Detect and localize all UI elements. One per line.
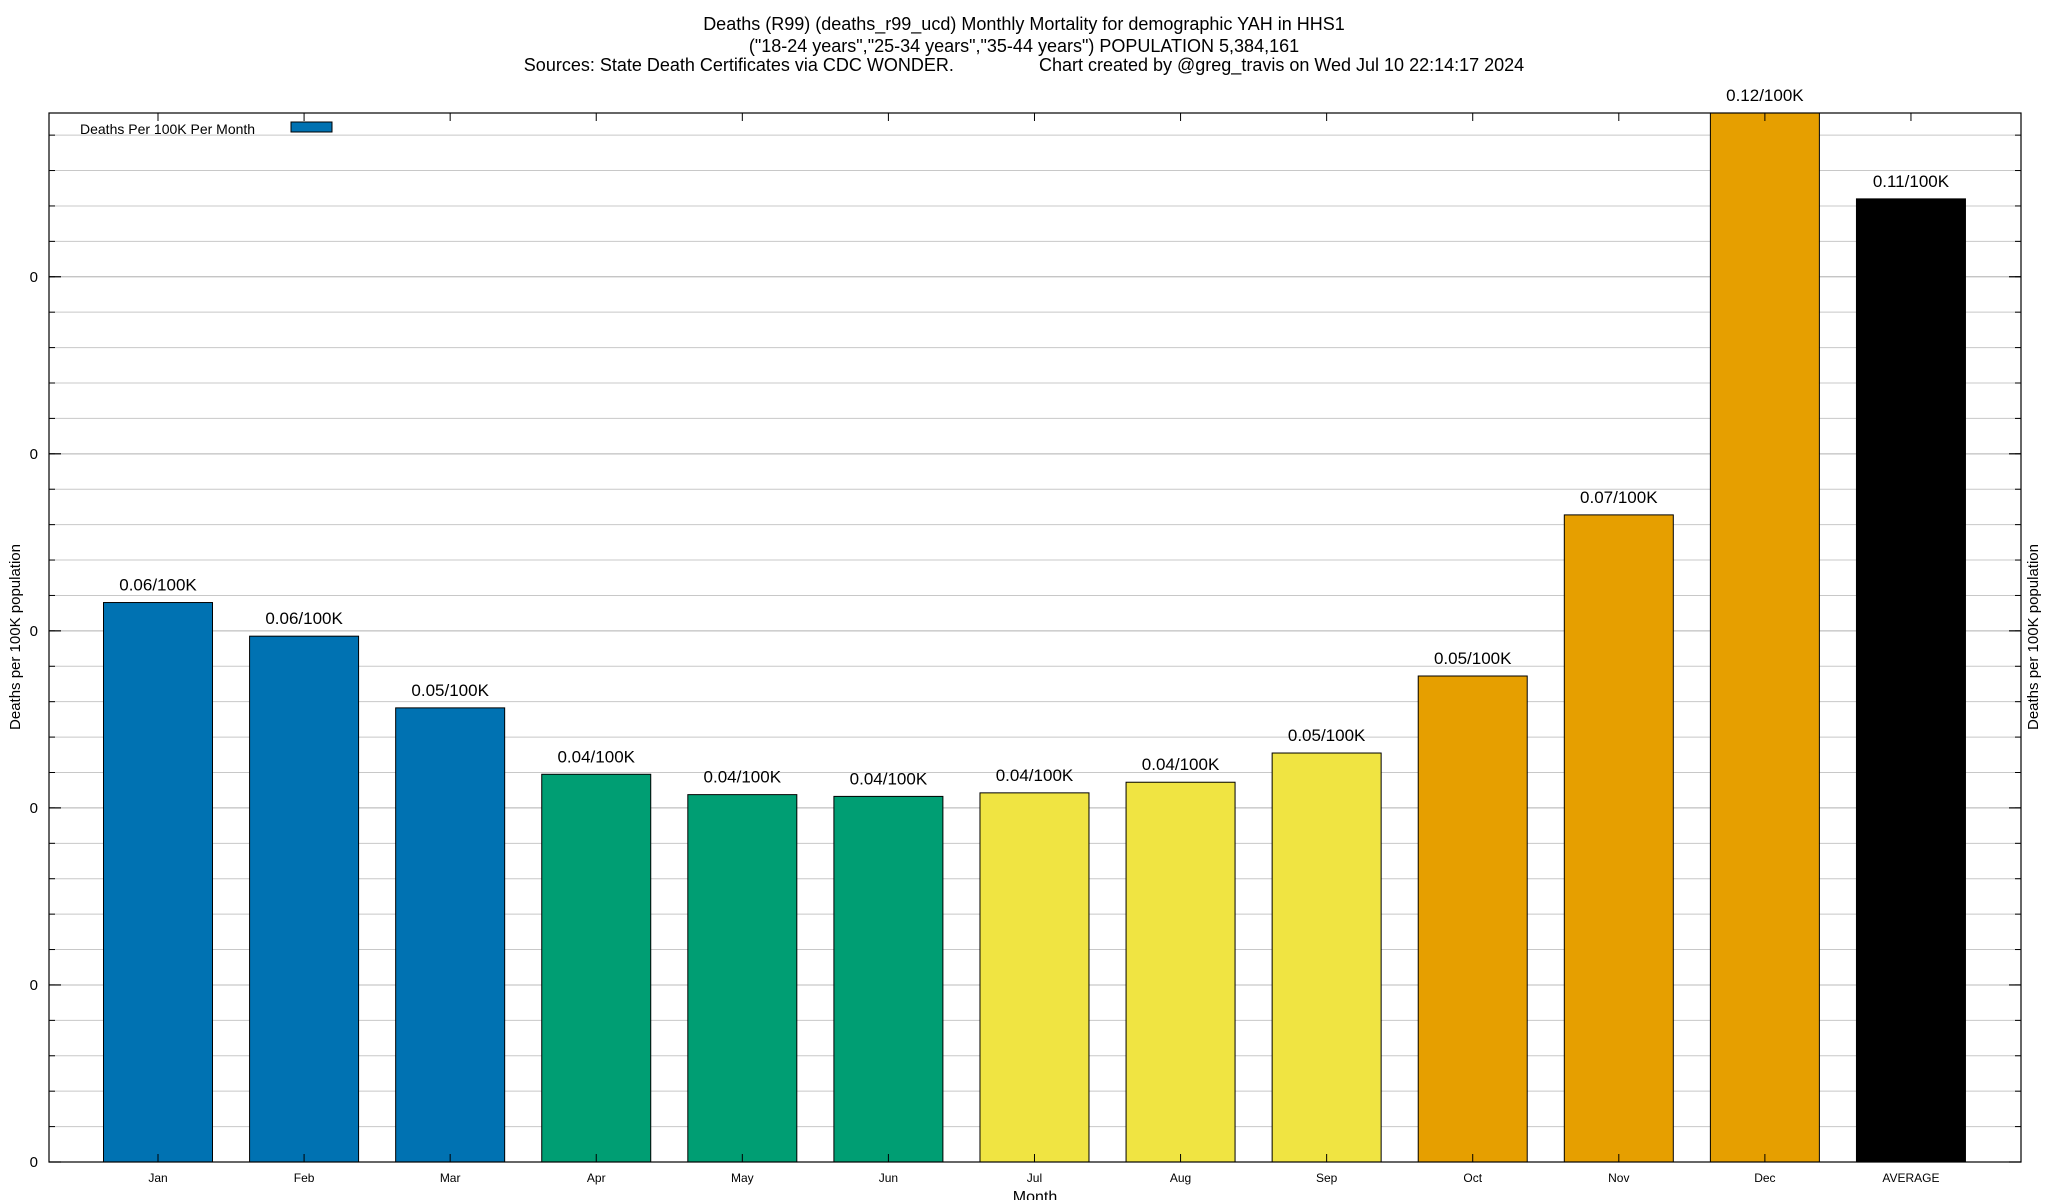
y-tick-label: 0 xyxy=(30,800,38,817)
y-axis-label-right: Deaths per 100K population xyxy=(2025,544,2042,730)
x-tick-label: Jan xyxy=(148,1171,167,1185)
data-label: 0.11/100K xyxy=(1873,172,1950,191)
data-label: 0.05/100K xyxy=(411,681,489,700)
x-tick-label: Nov xyxy=(1608,1171,1629,1185)
data-label: 0.12/100K xyxy=(1726,86,1804,105)
x-tick-label: Mar xyxy=(440,1171,461,1185)
x-tick-label: Sep xyxy=(1316,1171,1338,1185)
x-tick-label: May xyxy=(731,1171,754,1185)
bar-dec xyxy=(1709,112,1820,1163)
data-label: 0.04/100K xyxy=(1142,755,1220,774)
x-tick-label: AVERAGE xyxy=(1882,1171,1939,1185)
legend-label: Deaths Per 100K Per Month xyxy=(80,121,255,137)
x-tick-label: Feb xyxy=(294,1171,315,1185)
x-tick-label: Jun xyxy=(879,1171,898,1185)
data-labels: 0.06/100K 0.06/100K 0.05/100K 0.04/100K 0.04… xyxy=(119,86,1949,788)
legend-swatch xyxy=(290,121,333,133)
x-tick-label: Oct xyxy=(1463,1171,1482,1185)
y-axis-label-left: Deaths per 100K population xyxy=(7,544,24,730)
bar-aug xyxy=(1125,781,1236,1163)
bar-feb xyxy=(249,635,360,1163)
data-label: 0.04/100K xyxy=(704,768,782,787)
bar-jun xyxy=(833,795,944,1163)
chart-title-line-3: Sources: State Death Certificates via CD… xyxy=(523,55,1525,75)
y-tick-labels: 0 0 0 0 0 0 xyxy=(30,269,38,1171)
x-tick-label: Jul xyxy=(1027,1171,1042,1185)
y-tick-label: 0 xyxy=(30,977,38,994)
bar-jul xyxy=(979,792,1090,1163)
x-tick-label: Apr xyxy=(587,1171,606,1185)
x-axis-label: Month xyxy=(1013,1189,1057,1200)
data-label: 0.06/100K xyxy=(265,609,343,628)
y-tick-label: 0 xyxy=(30,446,38,463)
bar-may xyxy=(687,794,798,1163)
bar-nov xyxy=(1563,514,1674,1163)
y-tick-label: 0 xyxy=(30,623,38,640)
gridlines xyxy=(49,134,2021,1128)
bar-sep xyxy=(1271,752,1382,1163)
x-tick-label: Dec xyxy=(1754,1171,1775,1185)
chart-title-line-1: Deaths (R99) (deaths_r99_ucd) Monthly Mo… xyxy=(703,14,1345,34)
bar-average xyxy=(1855,198,1966,1163)
data-label: 0.04/100K xyxy=(850,769,928,788)
data-label: 0.05/100K xyxy=(1434,649,1512,668)
data-label: 0.04/100K xyxy=(557,747,635,766)
bar-mar xyxy=(395,707,506,1163)
y-tick-label: 0 xyxy=(30,1154,38,1171)
x-tick-label: Aug xyxy=(1170,1171,1191,1185)
ticks xyxy=(49,113,2021,1163)
data-label: 0.04/100K xyxy=(996,766,1074,785)
data-label: 0.05/100K xyxy=(1288,726,1366,745)
y-tick-label: 0 xyxy=(30,269,38,286)
x-tick-labels: Jan Feb Mar Apr May Jun Jul Aug Sep Oct Nov Dec AVER… xyxy=(148,1171,1939,1185)
bar-oct xyxy=(1417,675,1528,1163)
bar-jan xyxy=(103,602,213,1163)
chart-title-line-2: ("18-24 years","25-34 years","35-44 year… xyxy=(748,36,1300,56)
data-label: 0.06/100K xyxy=(119,576,197,595)
bar-apr xyxy=(541,773,652,1163)
plot-frame xyxy=(48,112,2022,1163)
bars xyxy=(103,112,1966,1163)
legend: Deaths Per 100K Per Month xyxy=(80,121,333,137)
data-label: 0.07/100K xyxy=(1580,488,1658,507)
